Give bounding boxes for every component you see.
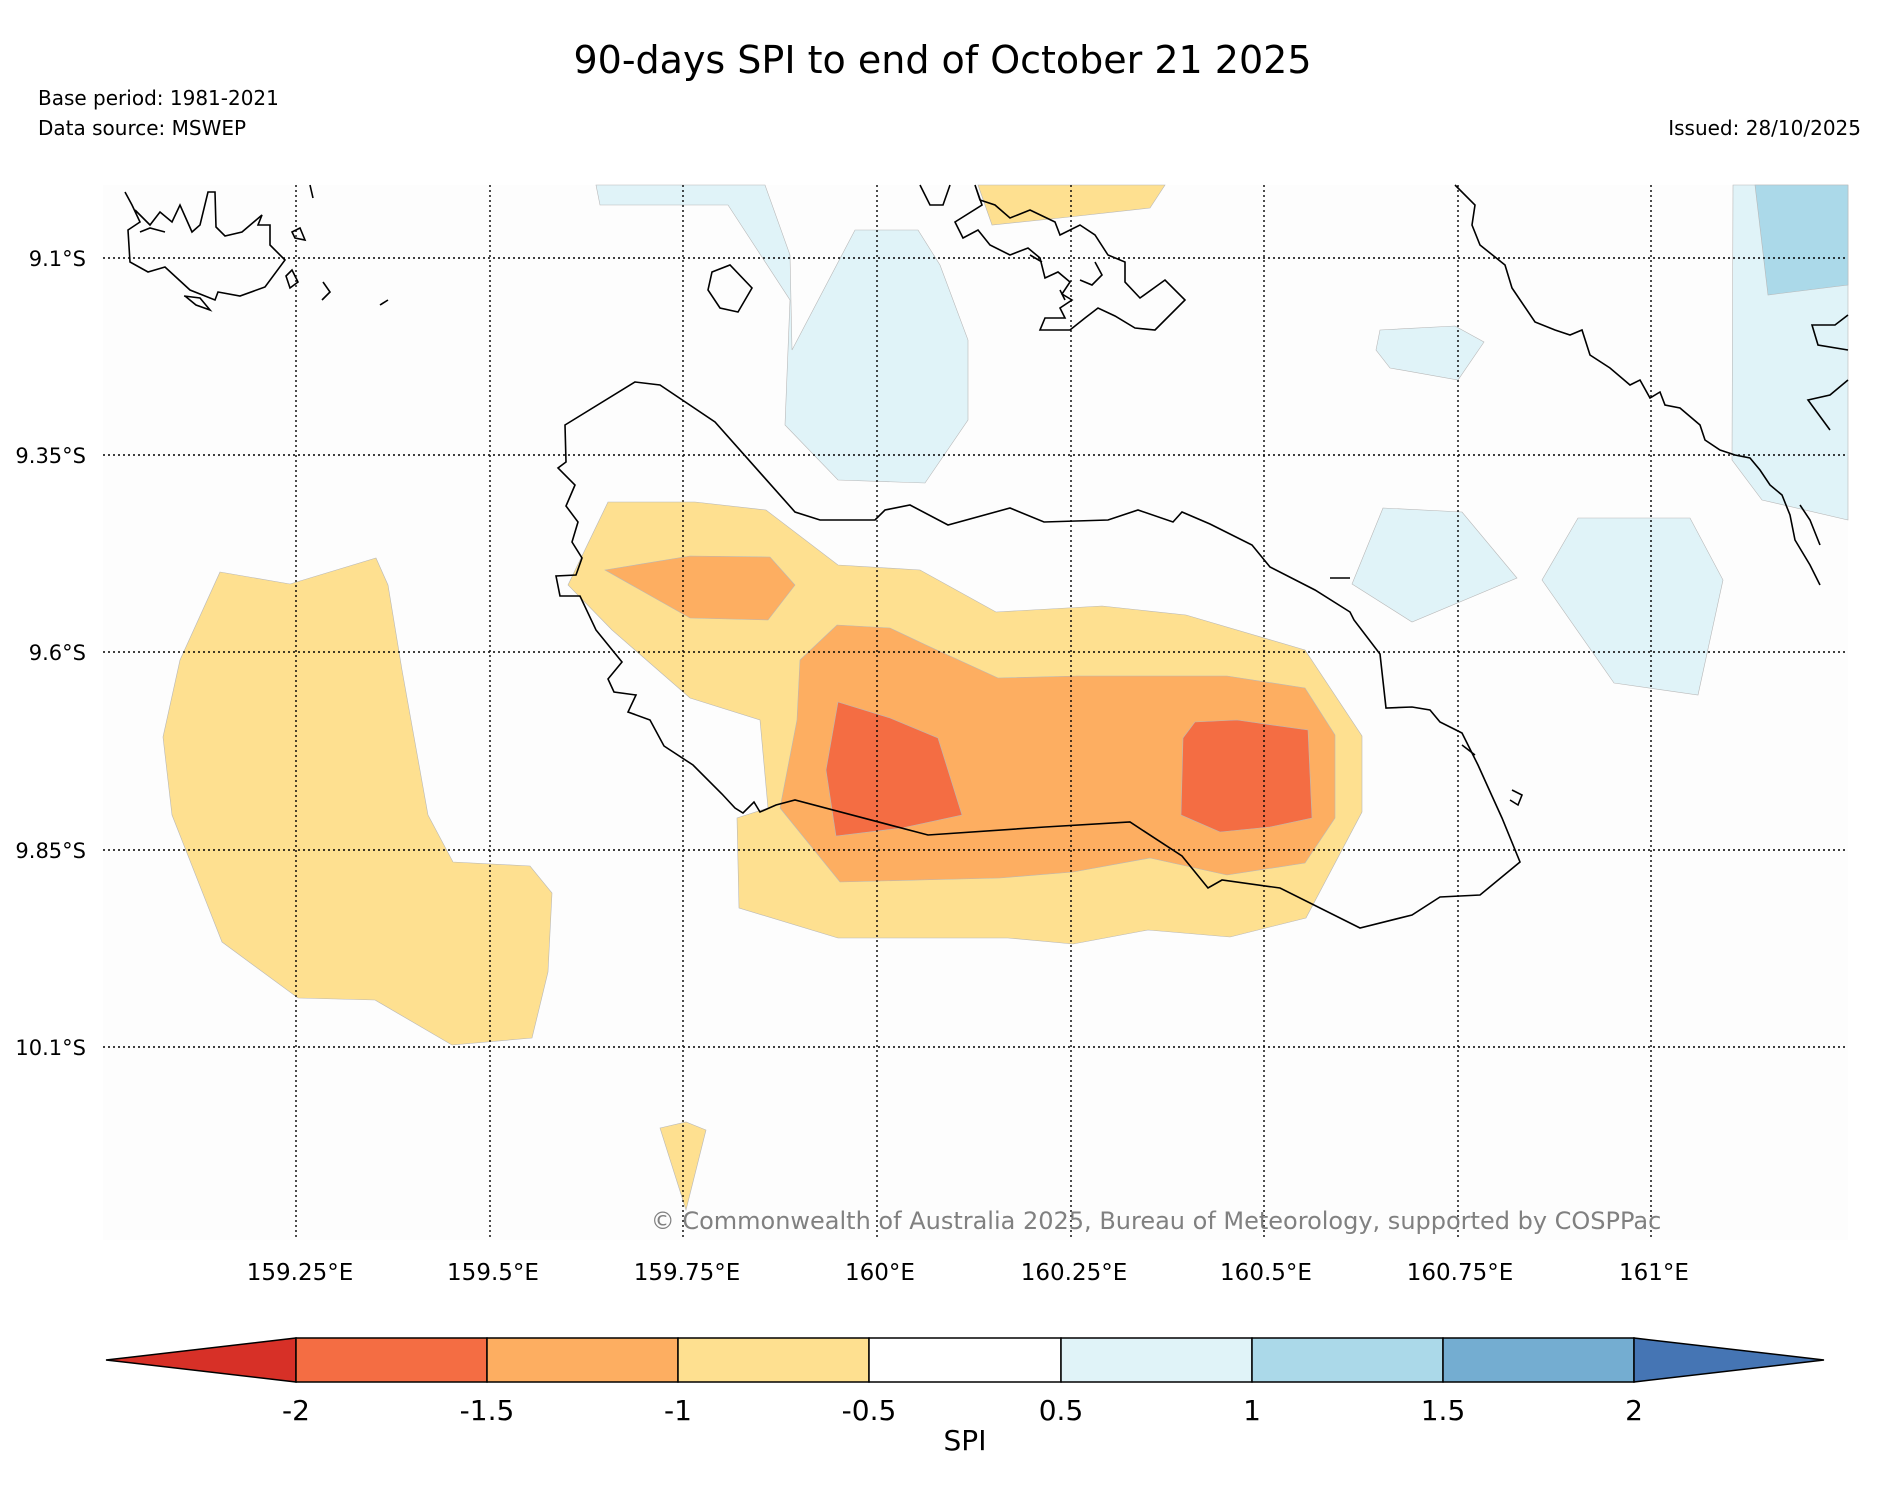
coastline-guadalcanal <box>555 381 1521 929</box>
colorbar-tick: 0.5 <box>1039 1394 1084 1427</box>
coastline-guad-east-b <box>1509 789 1524 807</box>
base-period-label: Base period: 1981-2021 <box>38 86 279 110</box>
colorbar-extend-high <box>1633 1337 1825 1383</box>
coastlines <box>124 184 1849 929</box>
colorbar-label: SPI <box>944 1424 987 1457</box>
coastline-guad-east <box>1461 744 1476 756</box>
coastline-florida-islands <box>919 184 1187 331</box>
map-title: 90-days SPI to end of October 21 2025 <box>573 38 1312 82</box>
colorbar-tick: 1 <box>1243 1394 1261 1427</box>
latitude-label: 9.85°S <box>15 839 86 863</box>
latitude-label: 10.1°S <box>15 1036 86 1060</box>
coastline-malaita <box>1454 184 1821 586</box>
colorbar-tick: -1 <box>664 1394 692 1427</box>
longitude-label: 160°E <box>845 1260 915 1286</box>
spi-region-minus-0.5-minus-1 <box>162 557 553 1046</box>
colorbar-tick: -0.5 <box>842 1394 897 1427</box>
spi-region-1-1.5 <box>1754 184 1849 296</box>
coastline-malaita-c <box>1806 379 1849 431</box>
colorbar-tick: -2 <box>282 1394 310 1427</box>
coastline-nw-c <box>183 295 213 312</box>
colorbar-segment <box>1442 1337 1635 1383</box>
coastline-nw-g <box>379 299 389 306</box>
colorbar-segment <box>677 1337 870 1383</box>
colorbar-segment <box>1060 1337 1253 1383</box>
longitude-label: 161°E <box>1619 1260 1689 1286</box>
colorbar-segment <box>486 1337 679 1383</box>
latitude-label: 9.35°S <box>15 444 86 468</box>
coastline-nw-e <box>285 268 300 290</box>
longitude-label: 159.75°E <box>634 1260 741 1286</box>
spi-region-0.5-1 <box>595 184 969 484</box>
colorbar-extend-low <box>105 1337 297 1383</box>
spi-region-0.5-1 <box>1541 517 1724 696</box>
coastline-nw-d <box>290 226 307 242</box>
issued-date-label: Issued: 28/10/2025 <box>1668 116 1861 140</box>
spi-region-0.5-1 <box>1351 507 1518 623</box>
coastline-nw <box>124 191 287 302</box>
coastline-malaita-d <box>1799 504 1821 546</box>
colorbar-segment <box>868 1337 1062 1383</box>
colorbar-segment <box>1251 1337 1444 1383</box>
copyright-notice: © Commonwealth of Australia 2025, Bureau… <box>651 1207 1662 1235</box>
coastline-malaita-b <box>1810 314 1849 351</box>
data-source-label: Data source: MSWEP <box>38 116 247 140</box>
colorbar-segment <box>295 1337 488 1383</box>
coastline-nw-b <box>139 227 166 233</box>
latitude-label: 9.1°S <box>29 247 86 271</box>
colorbar <box>105 1337 1825 1383</box>
longitude-label: 159.5°E <box>447 1260 539 1286</box>
longitude-label: 160.25°E <box>1021 1260 1128 1286</box>
colorbar-tick: -1.5 <box>460 1394 515 1427</box>
longitude-label: 160.5°E <box>1220 1260 1312 1286</box>
coastline-nw-h <box>309 184 314 199</box>
longitude-label: 159.25°E <box>247 1260 354 1286</box>
spi-region-minus-1.5-minus-2 <box>825 701 963 837</box>
coastline-nw-f <box>321 281 332 301</box>
longitude-label: 160.75°E <box>1407 1260 1514 1286</box>
graticule <box>103 185 1848 1240</box>
latitude-label: 9.6°S <box>29 641 86 665</box>
spi-region-minus-1-minus-1.5 <box>604 555 796 621</box>
spi-region-minus-1.5-minus-2 <box>1180 719 1313 833</box>
colorbar-tick: 2 <box>1625 1394 1643 1427</box>
coastline-small-island <box>707 264 753 313</box>
spi-contours <box>162 184 1849 1212</box>
colorbar-tick: 1.5 <box>1421 1394 1466 1427</box>
